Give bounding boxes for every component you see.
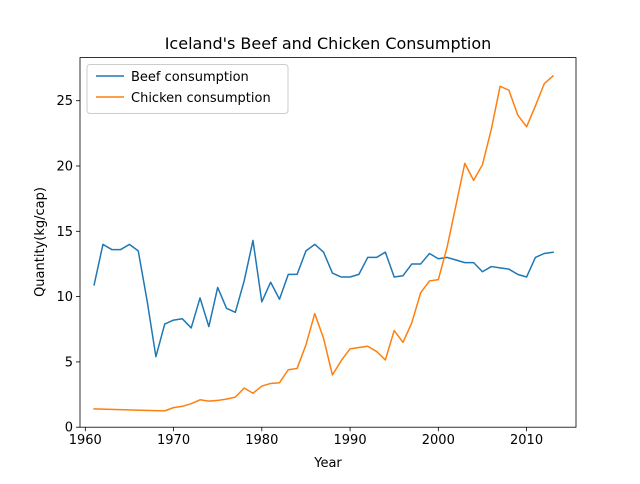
plot-area: 1960 1970 1980 1990 2000 2010 0 5 10 15 20 25	[56, 57, 577, 448]
y-tick-label: 25	[56, 94, 73, 109]
x-tick-label: 1960	[69, 433, 102, 448]
legend-label-beef: Beef consumption	[131, 70, 249, 85]
series-layer	[93, 74, 555, 412]
x-axis-ticks: 1960 1970 1980 1990 2000 2010	[69, 427, 543, 448]
series-line-beef	[93, 239, 554, 358]
x-tick-label: 1980	[245, 433, 278, 448]
legend-box	[86, 64, 289, 114]
x-tick-label: 2010	[510, 433, 543, 448]
y-tick-label: 15	[56, 225, 73, 240]
y-tick-label: 20	[56, 159, 73, 174]
chart-title: Iceland's Beef and Chicken Consumption	[165, 34, 492, 53]
y-axis-label: Quantity(kg/cap)	[33, 187, 48, 297]
x-tick-label: 1990	[334, 433, 367, 448]
y-tick-label: 5	[65, 355, 73, 370]
y-tick-label: 10	[56, 290, 73, 305]
y-tick-label: 0	[65, 421, 73, 436]
axes-frame	[79, 57, 577, 428]
legend-label-chicken: Chicken consumption	[131, 91, 271, 106]
x-axis-label: Year	[313, 456, 342, 471]
legend: Beef consumption Chicken consumption	[86, 64, 289, 114]
x-tick-label: 1970	[157, 433, 190, 448]
y-axis-ticks: 0 5 10 15 20 25	[56, 94, 80, 436]
x-tick-label: 2000	[422, 433, 455, 448]
series-line-chicken	[93, 74, 555, 412]
